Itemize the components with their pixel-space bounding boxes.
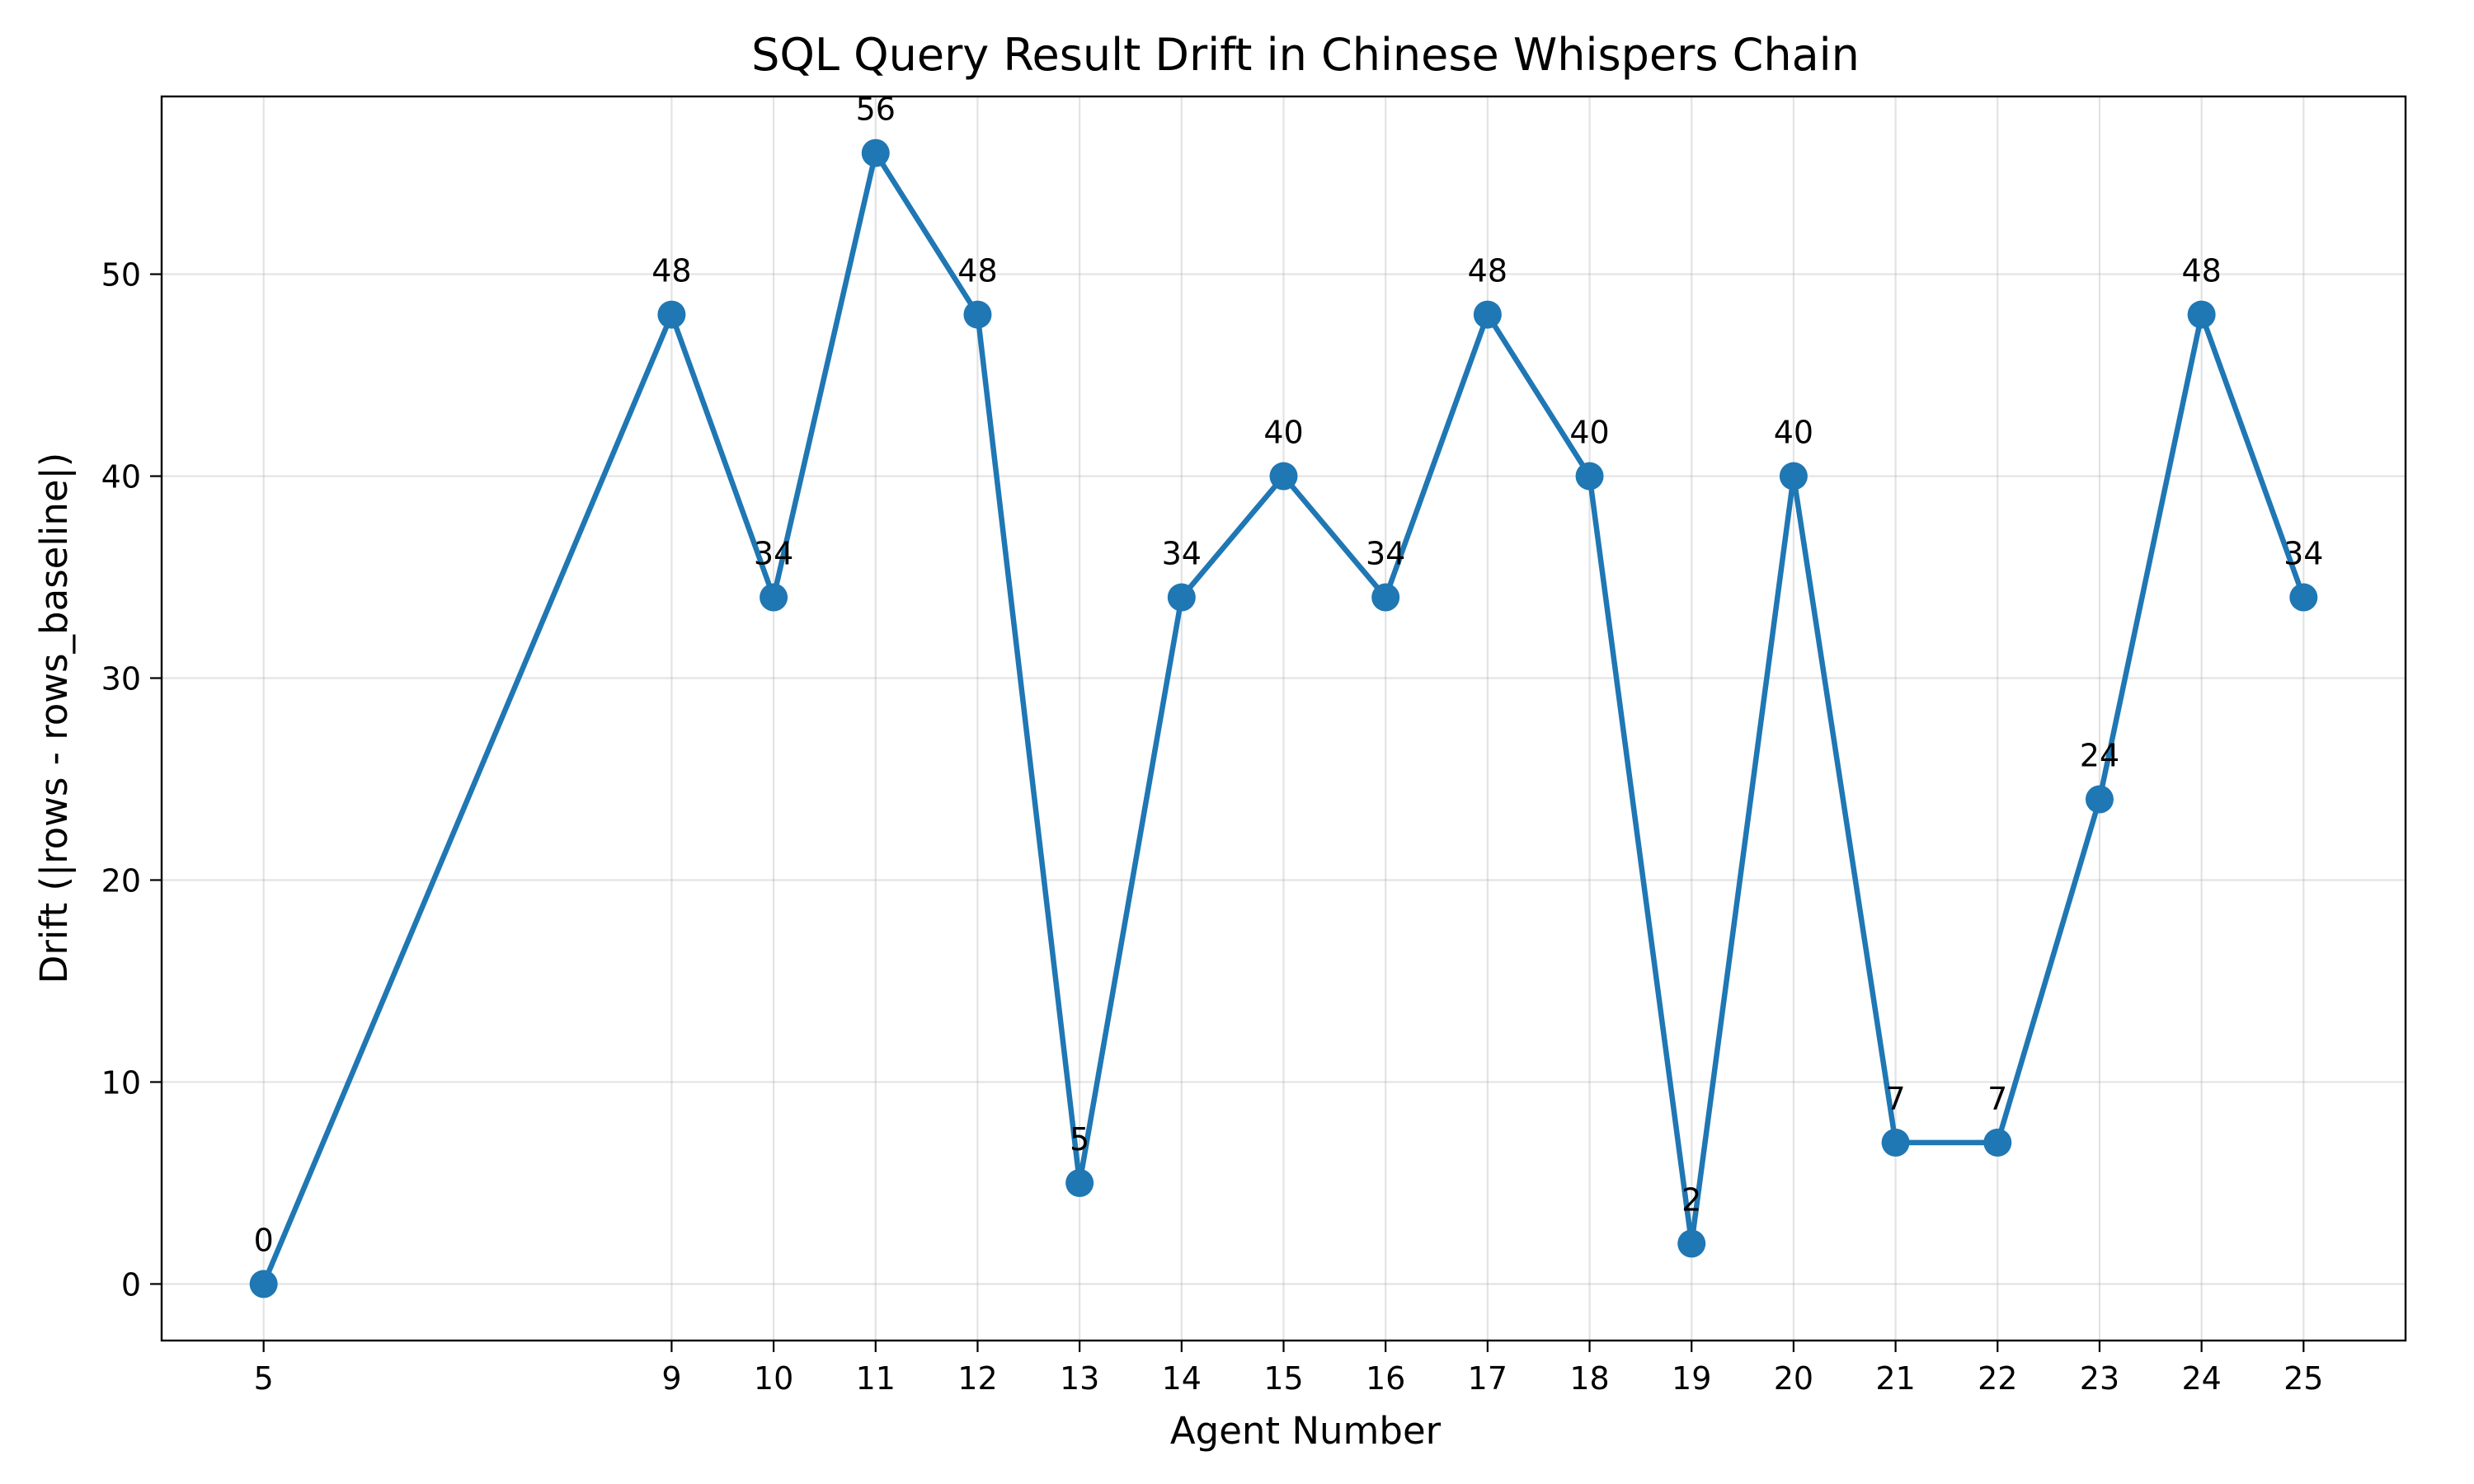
- chart-title: SQL Query Result Drift in Chinese Whispe…: [751, 29, 1860, 81]
- data-label: 34: [1162, 536, 1202, 572]
- data-point: [963, 300, 992, 329]
- data-point: [657, 300, 686, 329]
- data-point: [1983, 1128, 2012, 1157]
- x-tick-label: 13: [1060, 1360, 1099, 1397]
- data-point: [1269, 462, 1298, 491]
- data-label: 24: [2080, 737, 2119, 773]
- data-point: [1371, 583, 1400, 612]
- data-label: 2: [1681, 1181, 1701, 1218]
- data-label: 5: [1070, 1121, 1089, 1158]
- data-label: 40: [1569, 415, 1609, 451]
- x-tick-label: 5: [254, 1360, 274, 1397]
- x-tick-label: 14: [1162, 1360, 1202, 1397]
- y-tick-label: 10: [101, 1064, 141, 1101]
- data-label: 48: [957, 253, 997, 289]
- plot-frame: [160, 95, 2407, 1342]
- data-label: 40: [1774, 415, 1813, 451]
- x-tick-label: 10: [754, 1360, 793, 1397]
- x-tick-label: 15: [1263, 1360, 1303, 1397]
- data-label: 48: [651, 253, 691, 289]
- x-tick-label: 12: [957, 1360, 997, 1397]
- y-tick-label: 40: [101, 459, 141, 495]
- data-label: 34: [2284, 536, 2323, 572]
- data-label: 34: [1366, 536, 1405, 572]
- data-point: [1881, 1128, 1910, 1157]
- grid: [162, 96, 2406, 1341]
- data-point: [1575, 462, 1604, 491]
- series-group: [249, 139, 2318, 1298]
- axis-ticks: 5 9 10 11 12 13 14 15 16 17 18 19 20 21 22 23 24 25010203…: [101, 257, 2324, 1397]
- x-tick-label: 17: [1468, 1360, 1507, 1397]
- x-tick-label: 23: [2080, 1360, 2119, 1397]
- data-label: 0: [254, 1222, 274, 1258]
- y-tick-label: 0: [121, 1266, 141, 1303]
- data-label: 7: [1987, 1081, 2007, 1117]
- x-tick-label: 22: [1978, 1360, 2017, 1397]
- data-point: [1065, 1168, 1094, 1197]
- data-label: 7: [1885, 1081, 1905, 1117]
- x-tick-label: 19: [1672, 1360, 1711, 1397]
- data-point: [2085, 785, 2114, 814]
- x-tick-label: 18: [1569, 1360, 1609, 1397]
- x-tick-label: 25: [2284, 1360, 2323, 1397]
- x-tick-label: 9: [661, 1360, 681, 1397]
- data-point: [861, 139, 890, 167]
- data-label: 34: [754, 536, 793, 572]
- data-point: [1167, 583, 1196, 612]
- y-tick-label: 20: [101, 862, 141, 899]
- y-tick-label: 50: [101, 257, 141, 294]
- x-axis-label: Agent Number: [1170, 1409, 1442, 1453]
- data-label: 48: [1468, 253, 1507, 289]
- x-tick-label: 20: [1774, 1360, 1813, 1397]
- data-label: 40: [1263, 415, 1303, 451]
- data-point: [760, 583, 788, 612]
- data-point: [249, 1270, 278, 1298]
- data-point: [2289, 583, 2318, 612]
- x-tick-label: 21: [1875, 1360, 1915, 1397]
- data-label: 48: [2181, 253, 2221, 289]
- y-tick-label: 30: [101, 661, 141, 697]
- data-point: [1677, 1229, 1706, 1258]
- data-point: [2187, 300, 2216, 329]
- y-axis-label: Drift (|rows - rows_baseline|): [32, 453, 76, 984]
- x-tick-label: 16: [1366, 1360, 1405, 1397]
- series-line: [261, 150, 2307, 1287]
- x-tick-label: 11: [856, 1360, 896, 1397]
- data-point: [1779, 462, 1808, 491]
- x-tick-label: 24: [2181, 1360, 2221, 1397]
- data-point: [1473, 300, 1502, 329]
